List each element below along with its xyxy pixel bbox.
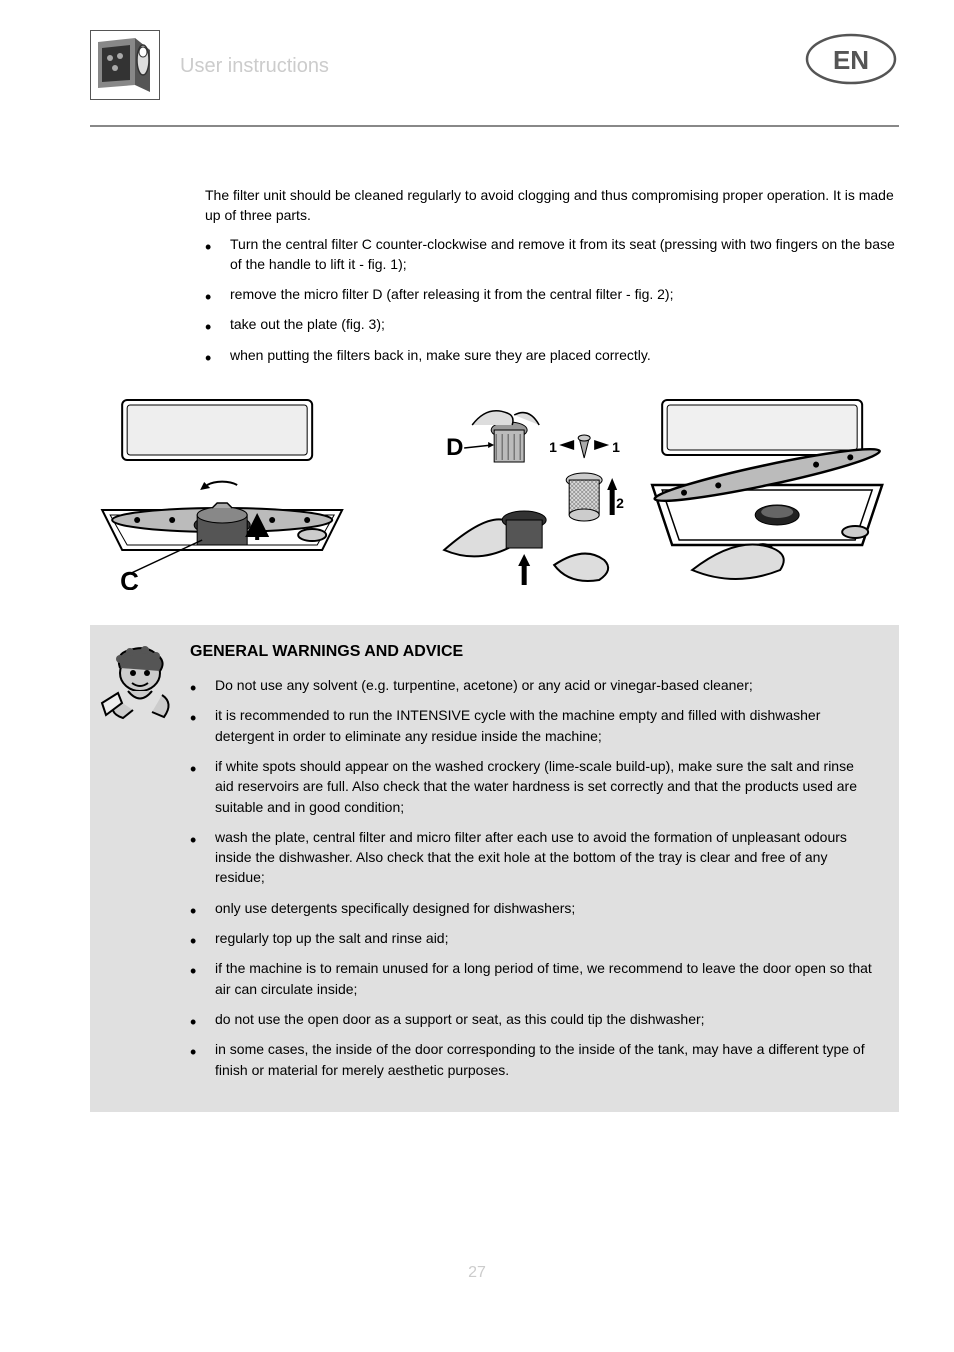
list-item: Turn the central filter C counter-clockw…	[205, 234, 899, 275]
cleaning-steps-list: Turn the central filter C counter-clockw…	[90, 234, 899, 365]
warnings-icon-col	[90, 625, 190, 1112]
figure-1: C	[90, 390, 354, 590]
warnings-panel: GENERAL WARNINGS AND ADVICE Do not use a…	[90, 625, 899, 1112]
figures-row: C D	[90, 390, 899, 590]
svg-text:1: 1	[612, 439, 620, 455]
dishwasher-logo-icon	[90, 30, 160, 100]
list-item: if the machine is to remain unused for a…	[190, 958, 874, 999]
list-item: remove the micro filter D (after releasi…	[205, 284, 899, 304]
list-item: only use detergents specifically designe…	[190, 898, 874, 918]
advice-character-icon	[100, 643, 180, 723]
intro-text: The filter unit should be cleaned regula…	[90, 185, 899, 226]
list-item: Do not use any solvent (e.g. turpentine,…	[190, 675, 874, 695]
header-divider	[90, 125, 899, 127]
list-item: when putting the filters back in, make s…	[205, 345, 899, 365]
svg-text:1: 1	[549, 439, 557, 455]
list-item: in some cases, the inside of the door co…	[190, 1039, 874, 1080]
figure-3	[635, 390, 899, 590]
list-item: take out the plate (fig. 3);	[205, 314, 899, 334]
page-header: User instructions EN	[0, 0, 954, 135]
svg-text:C: C	[120, 566, 139, 590]
main-content: The filter unit should be cleaned regula…	[0, 135, 954, 1112]
svg-text:2: 2	[616, 495, 624, 511]
warnings-content: GENERAL WARNINGS AND ADVICE Do not use a…	[190, 625, 899, 1112]
warnings-title: GENERAL WARNINGS AND ADVICE	[190, 643, 874, 661]
page-title: User instructions	[180, 55, 329, 78]
list-item: if white spots should appear on the wash…	[190, 756, 874, 817]
language-badge: EN	[804, 32, 899, 87]
list-item: regularly top up the salt and rinse aid;	[190, 928, 874, 948]
page-number: 27	[0, 1264, 954, 1282]
list-item: it is recommended to run the INTENSIVE c…	[190, 705, 874, 746]
figure-2: D 1 1 2	[362, 390, 626, 590]
list-item: do not use the open door as a support or…	[190, 1009, 874, 1029]
svg-text:EN: EN	[833, 45, 869, 75]
svg-text:D: D	[446, 434, 463, 461]
warnings-list: Do not use any solvent (e.g. turpentine,…	[190, 675, 874, 1080]
list-item: wash the plate, central filter and micro…	[190, 827, 874, 888]
